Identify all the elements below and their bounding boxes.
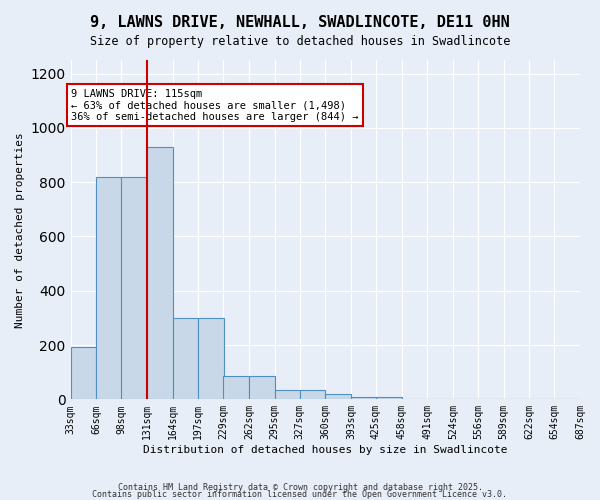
Bar xyxy=(223,376,249,400)
Text: 9 LAWNS DRIVE: 115sqm
← 63% of detached houses are smaller (1,498)
36% of semi-d: 9 LAWNS DRIVE: 115sqm ← 63% of detached … xyxy=(71,88,359,122)
Bar xyxy=(147,147,173,400)
Bar xyxy=(71,347,96,400)
Text: 9, LAWNS DRIVE, NEWHALL, SWADLINCOTE, DE11 0HN: 9, LAWNS DRIVE, NEWHALL, SWADLINCOTE, DE… xyxy=(90,15,510,30)
Bar xyxy=(351,396,377,400)
Y-axis label: Number of detached properties: Number of detached properties xyxy=(15,132,25,328)
Bar xyxy=(325,394,351,400)
Bar xyxy=(376,396,401,400)
Bar xyxy=(173,318,198,400)
X-axis label: Distribution of detached houses by size in Swadlincote: Distribution of detached houses by size … xyxy=(143,445,508,455)
Bar xyxy=(249,376,275,400)
Bar xyxy=(96,176,122,400)
Bar xyxy=(121,176,147,400)
Bar xyxy=(299,390,325,400)
Bar xyxy=(198,318,224,400)
Text: Contains public sector information licensed under the Open Government Licence v3: Contains public sector information licen… xyxy=(92,490,508,499)
Text: Contains HM Land Registry data © Crown copyright and database right 2025.: Contains HM Land Registry data © Crown c… xyxy=(118,484,482,492)
Text: Size of property relative to detached houses in Swadlincote: Size of property relative to detached ho… xyxy=(90,35,510,48)
Bar xyxy=(275,390,301,400)
